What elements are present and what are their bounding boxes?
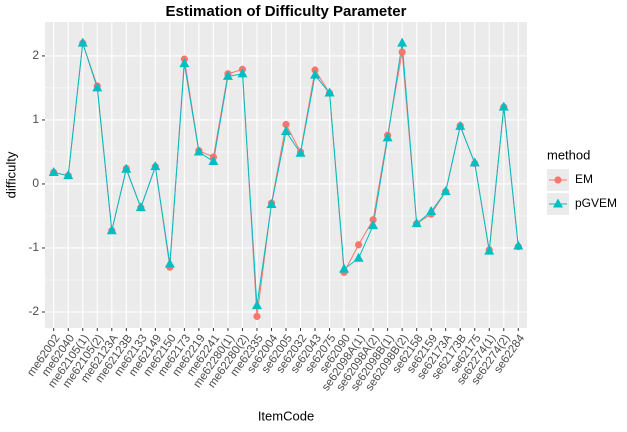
point [397,37,408,47]
y-axis-label: difficulty [3,151,18,198]
point [251,300,262,310]
point [368,220,379,230]
point [369,216,377,224]
legend-label: pGVEM [575,196,617,210]
point [469,157,480,167]
point [339,263,350,273]
y-tick-label: 0 [32,176,39,190]
point [150,161,161,171]
point [324,87,335,97]
point [411,218,422,228]
point [208,156,219,166]
legend-label: EM [575,172,593,186]
point [513,240,524,250]
point [253,312,261,321]
point [353,252,364,262]
chart-title: Estimation of Difficulty Parameter [166,3,407,20]
point [106,225,117,235]
point [193,146,204,156]
y-tick-label: 1 [32,112,39,126]
point [310,69,321,79]
point [135,202,146,212]
point [282,120,290,129]
point [63,170,74,180]
legend-marker [554,176,562,184]
point [179,58,190,68]
point [484,245,495,255]
point [48,166,59,176]
x-axis-label: ItemCode [258,408,314,423]
point [121,163,132,173]
y-tick-label: -2 [28,304,39,318]
legend-marker [553,198,563,208]
point [237,68,248,78]
y-tick-label: -1 [28,240,39,254]
point [266,198,277,208]
point [77,37,88,47]
point [498,101,509,111]
legend-title: method [547,147,590,162]
point [440,186,451,196]
point [222,70,233,80]
point [398,48,406,56]
point [295,147,306,157]
y-tick-label: 2 [32,48,39,62]
point [164,258,175,268]
point [281,125,291,135]
point [92,82,103,92]
point [455,120,466,130]
point [426,205,437,215]
point [354,241,363,249]
point [382,132,393,142]
